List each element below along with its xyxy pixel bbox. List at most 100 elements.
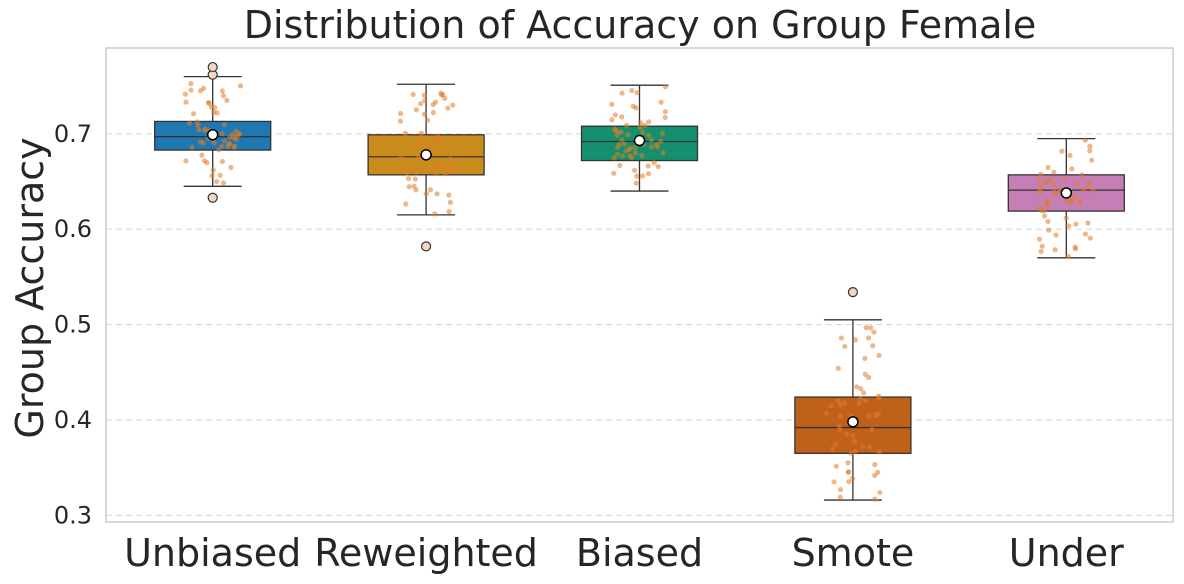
jitter-point: [836, 423, 842, 429]
jitter-point: [447, 156, 454, 162]
jitter-point: [1048, 176, 1054, 182]
jitter-point: [430, 110, 436, 116]
jitter-point: [237, 83, 244, 89]
jitter-point: [404, 170, 410, 176]
jitter-point: [632, 150, 639, 156]
jitter-point: [646, 132, 652, 138]
jitter-point: [410, 91, 416, 98]
jitter-point: [447, 199, 453, 205]
jitter-point: [431, 137, 438, 143]
jitter-point: [632, 144, 638, 151]
jitter-point: [626, 146, 632, 153]
jitter-point: [877, 489, 883, 496]
jitter-point: [194, 119, 200, 125]
boxplot-biased: [580, 84, 699, 192]
jitter-point: [208, 104, 215, 110]
jitter-point: [1045, 202, 1051, 208]
jitter-point: [202, 127, 208, 134]
jitter-point: [442, 95, 448, 101]
jitter-point: [1067, 152, 1073, 159]
jitter-point: [406, 184, 412, 190]
x-tick-label-unbiased: Unbiased: [124, 531, 301, 575]
jitter-point: [1062, 176, 1068, 182]
jitter-point: [852, 337, 859, 343]
jitter-point: [400, 166, 406, 172]
jitter-point: [1087, 143, 1093, 149]
jitter-point: [614, 132, 620, 138]
jitter-point: [210, 167, 216, 173]
jitter-point: [206, 100, 212, 106]
jitter-point: [1051, 169, 1057, 175]
jitter-point: [445, 165, 451, 171]
boxplot-unbiased: [154, 61, 272, 203]
jitter-point: [224, 97, 230, 104]
jitter-point: [662, 84, 668, 90]
jitter-point: [638, 120, 644, 126]
jitter-point: [868, 325, 874, 331]
jitter-point: [837, 427, 843, 433]
jitter-point: [197, 88, 204, 94]
jitter-point: [1045, 218, 1051, 225]
jitter-point: [1087, 235, 1093, 241]
jitter-point: [214, 178, 220, 185]
jitter-point: [835, 365, 841, 371]
jitter-point: [201, 158, 208, 164]
jitter-point: [876, 352, 882, 359]
jitter-point: [662, 109, 668, 115]
jitter-point: [854, 384, 860, 390]
jitter-point: [845, 460, 851, 466]
jitter-point: [1052, 191, 1058, 198]
jitter-point: [196, 127, 202, 133]
jitter-point: [418, 130, 424, 136]
jitter-point: [188, 87, 194, 93]
outlier-point: [207, 192, 218, 203]
jitter-point: [217, 172, 223, 178]
mean-marker: [1060, 187, 1073, 199]
jitter-point: [612, 112, 618, 118]
jitter-point: [413, 169, 419, 175]
jitter-point: [220, 93, 227, 99]
jitter-point: [654, 144, 661, 150]
jitter-point: [442, 171, 448, 177]
jitter-point: [852, 448, 859, 454]
jitter-point: [645, 171, 652, 177]
jitter-point: [415, 140, 421, 146]
x-tick-label-biased: Biased: [576, 531, 703, 575]
jitter-point: [419, 139, 426, 146]
jitter-point: [1051, 181, 1057, 187]
jitter-point: [1089, 157, 1095, 163]
jitter-point: [649, 144, 655, 150]
jitter-point: [219, 88, 225, 94]
jitter-point: [658, 99, 664, 105]
jitter-point: [422, 98, 428, 104]
jitter-point: [659, 130, 666, 136]
outlier-point: [847, 287, 859, 298]
jitter-point: [619, 114, 625, 120]
jitter-point: [627, 153, 633, 159]
mean-marker: [847, 416, 859, 428]
jitter-point: [872, 461, 878, 468]
jitter-point: [231, 144, 237, 150]
jitter-point: [397, 110, 404, 117]
mean-marker: [420, 149, 432, 161]
jitter-point: [423, 191, 429, 197]
jitter-point: [629, 87, 635, 94]
jitter-point: [1079, 172, 1085, 178]
y-tick-label: 0.6: [54, 215, 92, 243]
jitter-point: [866, 335, 872, 341]
jitter-point: [403, 201, 409, 207]
jitter-point: [862, 355, 868, 362]
jitter-point: [434, 191, 440, 197]
jitter-point: [1086, 179, 1093, 185]
jitter-point: [614, 151, 621, 157]
jitter-point: [1045, 164, 1051, 171]
y-tick-labels: 0.3 0.4 0.5 0.6 0.7: [54, 120, 92, 529]
jitter-point: [188, 81, 194, 87]
jitter-point: [436, 163, 442, 169]
jitter-point: [445, 105, 451, 111]
jitter-point: [662, 114, 668, 121]
outlier-point: [421, 241, 432, 252]
jitter-point: [645, 163, 651, 169]
jitter-point: [1038, 248, 1044, 255]
jitter-point: [189, 144, 195, 150]
